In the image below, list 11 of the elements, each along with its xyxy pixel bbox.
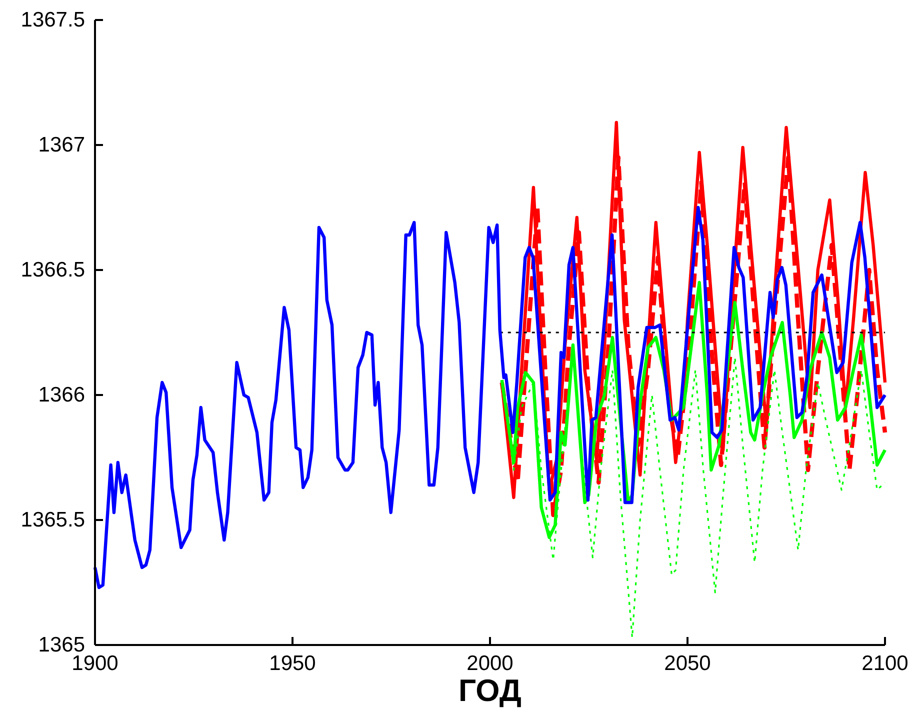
- line-series: [93, 206, 887, 590]
- x-tick-label: 2050: [664, 652, 711, 675]
- x-tick-label: 2100: [862, 652, 908, 675]
- y-tick-label: 1366.5: [20, 258, 85, 282]
- y-tick-label: 1365.5: [20, 508, 85, 532]
- x-tick-label: 1950: [269, 652, 316, 675]
- y-tick-label: 1366: [38, 384, 85, 407]
- x-tick-label: 2000: [466, 652, 514, 675]
- x-axis-title: ГОД: [458, 673, 522, 708]
- y-tick-label: 1367.5: [20, 8, 85, 32]
- y-tick-label: 1367: [38, 134, 85, 157]
